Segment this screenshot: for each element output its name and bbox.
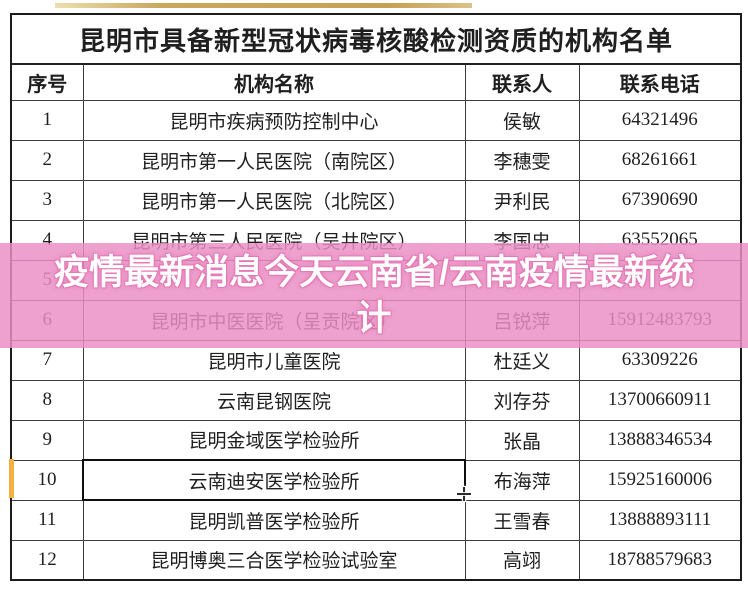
header-row: 序号 机构名称 联系人 联系电话	[10, 63, 742, 101]
cell-no[interactable]: 9	[10, 419, 84, 461]
top-accent-strip	[55, 3, 472, 8]
table-row: 3 昆明市第一人民医院（北院区） 尹利民 67390690	[10, 179, 742, 221]
cell-no[interactable]: 10	[10, 459, 84, 501]
cell-contact[interactable]: 王雪春	[464, 499, 580, 541]
table-row: 12 昆明博奥三合医学检验试验室 高翊 18788579683	[10, 539, 742, 581]
table-row: 8 云南昆钢医院 刘存芬 13700660911	[10, 379, 742, 421]
table-row: 9 昆明金域医学检验所 张晶 13888346534	[10, 419, 742, 461]
column-header-no[interactable]: 序号	[10, 63, 84, 101]
cell-contact[interactable]: 张晶	[464, 419, 580, 461]
cell-name[interactable]: 昆明凯普医学检验所	[82, 499, 466, 541]
cell-no[interactable]: 3	[10, 179, 84, 221]
cell-phone[interactable]: 64321496	[578, 99, 742, 141]
column-header-name[interactable]: 机构名称	[82, 63, 466, 101]
cell-contact[interactable]: 尹利民	[464, 179, 580, 221]
column-header-contact[interactable]: 联系人	[464, 63, 580, 101]
cell-no[interactable]: 12	[10, 539, 84, 581]
cell-no[interactable]: 1	[10, 99, 84, 141]
cell-phone[interactable]: 13700660911	[578, 379, 742, 421]
cell-contact[interactable]: 布海萍	[464, 459, 580, 501]
column-header-phone[interactable]: 联系电话	[578, 63, 742, 101]
selection-row-marker	[9, 459, 14, 498]
table-row: 2 昆明市第一人民医院（南院区） 李穗雯 68261661	[10, 139, 742, 181]
table-title: 昆明市具备新型冠状病毒核酸检测资质的机构名单	[10, 13, 742, 65]
cell-phone[interactable]: 13888893111	[578, 499, 742, 541]
watermark-overlay: 疫情最新消息今天云南省/云南疫情最新统 计	[0, 243, 748, 348]
cell-phone[interactable]: 67390690	[578, 179, 742, 221]
cell-name[interactable]: 昆明市第一人民医院（北院区）	[82, 179, 466, 221]
cell-name[interactable]: 昆明博奥三合医学检验试验室	[82, 539, 466, 581]
cell-name[interactable]: 云南昆钢医院	[82, 379, 466, 421]
cell-no[interactable]: 8	[10, 379, 84, 421]
table-row: 1 昆明市疾病预防控制中心 侯敏 64321496	[10, 99, 742, 141]
cell-no[interactable]: 11	[10, 499, 84, 541]
cell-contact[interactable]: 高翊	[464, 539, 580, 581]
cell-phone[interactable]: 18788579683	[578, 539, 742, 581]
cell-phone[interactable]: 13888346534	[578, 419, 742, 461]
crosshair-cursor-icon	[457, 487, 471, 501]
watermark-line2: 计	[356, 298, 392, 338]
cell-contact[interactable]: 李穗雯	[464, 139, 580, 181]
cell-phone[interactable]: 68261661	[578, 139, 742, 181]
table-row: 11 昆明凯普医学检验所 王雪春 13888893111	[10, 499, 742, 541]
cell-contact[interactable]: 侯敏	[464, 99, 580, 141]
table-row-selected: 10 云南迪安医学检验所 布海萍 15925160006	[10, 459, 742, 501]
watermark-line1: 疫情最新消息今天云南省/云南疫情最新统	[54, 252, 694, 292]
selected-cell[interactable]: 云南迪安医学检验所	[82, 459, 466, 501]
cell-contact[interactable]: 刘存芬	[464, 379, 580, 421]
cell-name[interactable]: 昆明市疾病预防控制中心	[82, 99, 466, 141]
cell-no[interactable]: 2	[10, 139, 84, 181]
cell-name[interactable]: 昆明市第一人民医院（南院区）	[82, 139, 466, 181]
cell-name[interactable]: 昆明金域医学检验所	[82, 419, 466, 461]
title-row: 昆明市具备新型冠状病毒核酸检测资质的机构名单	[10, 13, 742, 65]
cell-phone[interactable]: 15925160006	[578, 459, 742, 501]
